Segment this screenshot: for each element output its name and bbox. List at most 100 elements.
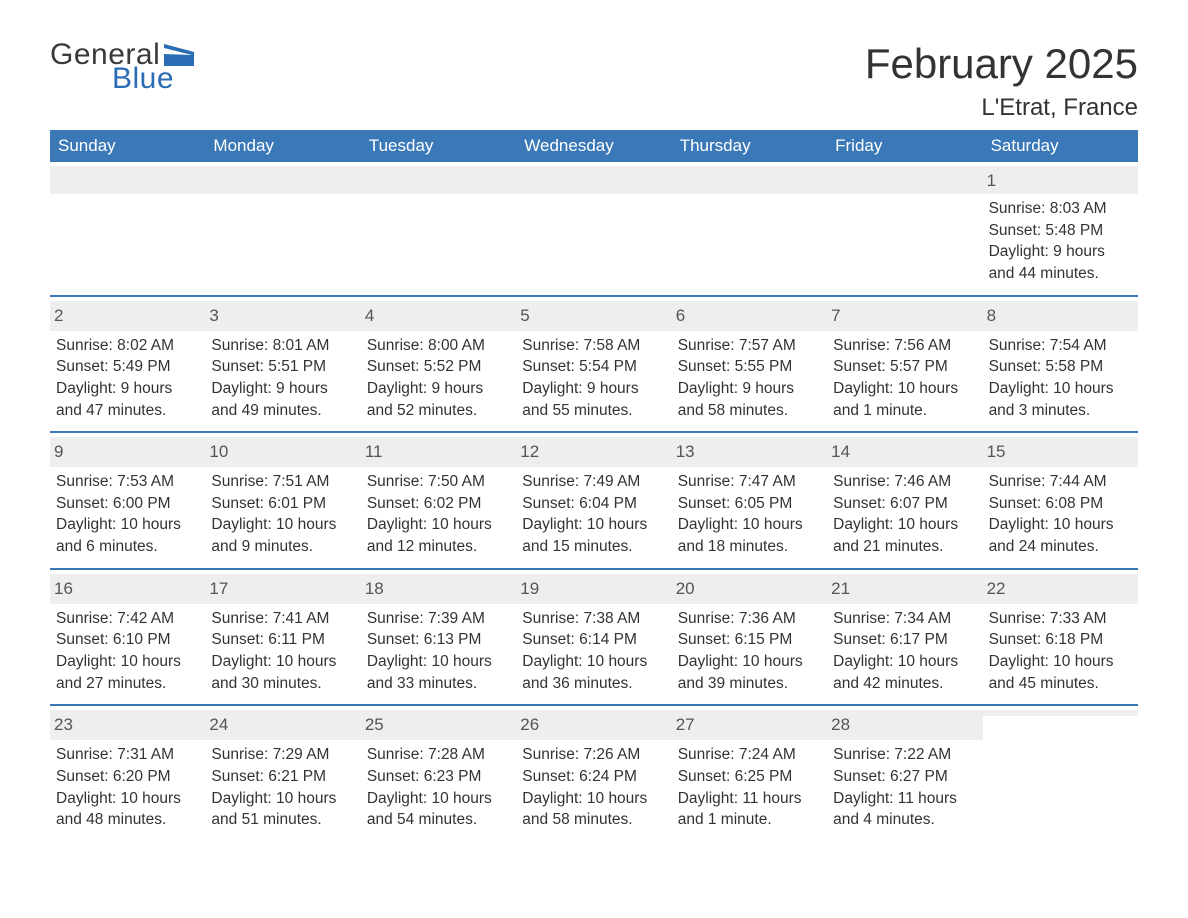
sunset-text: Sunset: 6:02 PM [367, 493, 510, 515]
logo: General Blue [50, 40, 194, 94]
daylight-text: Daylight: 10 hours and 12 minutes. [367, 514, 510, 557]
sunrise-text: Sunrise: 7:41 AM [211, 608, 354, 630]
sunrise-text: Sunrise: 7:44 AM [989, 471, 1132, 493]
day-number: 17 [205, 574, 360, 604]
day-cell [361, 162, 516, 295]
day-number [516, 166, 671, 194]
sunrise-text: Sunrise: 7:36 AM [678, 608, 821, 630]
sunrise-text: Sunrise: 7:54 AM [989, 335, 1132, 357]
day-number: 15 [983, 437, 1138, 467]
daylight-text: Daylight: 10 hours and 42 minutes. [833, 651, 976, 694]
day-cell: 10Sunrise: 7:51 AMSunset: 6:01 PMDayligh… [205, 433, 360, 568]
day-number [672, 166, 827, 194]
sunset-text: Sunset: 6:07 PM [833, 493, 976, 515]
day-info: Sunrise: 7:58 AMSunset: 5:54 PMDaylight:… [522, 335, 665, 422]
sunset-text: Sunset: 6:08 PM [989, 493, 1132, 515]
daylight-text: Daylight: 11 hours and 4 minutes. [833, 788, 976, 831]
daylight-text: Daylight: 10 hours and 1 minute. [833, 378, 976, 421]
sunrise-text: Sunrise: 7:42 AM [56, 608, 199, 630]
day-number: 3 [205, 301, 360, 331]
day-cell: 1Sunrise: 8:03 AMSunset: 5:48 PMDaylight… [983, 162, 1138, 295]
sunrise-text: Sunrise: 7:38 AM [522, 608, 665, 630]
sunset-text: Sunset: 6:15 PM [678, 629, 821, 651]
day-number [983, 710, 1138, 716]
header: General Blue February 2025 L'Etrat, Fran… [50, 40, 1138, 122]
day-cell: 14 Sunrise: 7:46 AMSunset: 6:07 PMDayligh… [827, 433, 982, 568]
sunrise-text: Sunrise: 8:02 AM [56, 335, 199, 357]
day-number: 19 [516, 574, 671, 604]
weekday-header: Thursday [672, 130, 827, 162]
sunrise-text: Sunrise: 7:51 AM [211, 471, 354, 493]
sunset-text: Sunset: 5:51 PM [211, 356, 354, 378]
day-number [361, 166, 516, 194]
sunrise-text: Sunrise: 7:57 AM [678, 335, 821, 357]
day-number: 27 [672, 710, 827, 740]
day-cell: 5 Sunrise: 7:58 AMSunset: 5:54 PMDaylight… [516, 297, 671, 432]
sunrise-text: Sunrise: 7:56 AM [833, 335, 976, 357]
daylight-text: Daylight: 10 hours and 6 minutes. [56, 514, 199, 557]
sunrise-text: Sunrise: 7:39 AM [367, 608, 510, 630]
week-row: 1Sunrise: 8:03 AMSunset: 5:48 PMDaylight… [50, 162, 1138, 295]
sunset-text: Sunset: 6:00 PM [56, 493, 199, 515]
day-info: Sunrise: 7:22 AMSunset: 6:27 PMDaylight:… [833, 744, 976, 831]
sunrise-text: Sunrise: 7:50 AM [367, 471, 510, 493]
day-number: 5 [516, 301, 671, 331]
daylight-text: Daylight: 10 hours and 9 minutes. [211, 514, 354, 557]
sunrise-text: Sunrise: 7:29 AM [211, 744, 354, 766]
sunset-text: Sunset: 5:49 PM [56, 356, 199, 378]
day-number: 23 [50, 710, 205, 740]
daylight-text: Daylight: 9 hours and 58 minutes. [678, 378, 821, 421]
day-cell: 9Sunrise: 7:53 AMSunset: 6:00 PMDaylight… [50, 433, 205, 568]
week-row: 23Sunrise: 7:31 AMSunset: 6:20 PMDayligh… [50, 704, 1138, 841]
sunrise-text: Sunrise: 8:01 AM [211, 335, 354, 357]
daylight-text: Daylight: 10 hours and 51 minutes. [211, 788, 354, 831]
day-cell [50, 162, 205, 295]
day-info: Sunrise: 7:50 AMSunset: 6:02 PMDaylight:… [367, 471, 510, 558]
day-info: Sunrise: 7:39 AMSunset: 6:13 PMDaylight:… [367, 608, 510, 695]
day-cell: 4Sunrise: 8:00 AMSunset: 5:52 PMDaylight… [361, 297, 516, 432]
sunrise-text: Sunrise: 8:03 AM [989, 198, 1132, 220]
day-cell: 21Sunrise: 7:34 AMSunset: 6:17 PMDayligh… [827, 570, 982, 705]
sunset-text: Sunset: 6:23 PM [367, 766, 510, 788]
sunset-text: Sunset: 5:57 PM [833, 356, 976, 378]
daylight-text: Daylight: 11 hours and 1 minute. [678, 788, 821, 831]
day-cell: 8Sunrise: 7:54 AMSunset: 5:58 PMDaylight… [983, 297, 1138, 432]
sunset-text: Sunset: 6:27 PM [833, 766, 976, 788]
day-info: Sunrise: 8:02 AMSunset: 5:49 PMDaylight:… [56, 335, 199, 422]
sunset-text: Sunset: 6:10 PM [56, 629, 199, 651]
weekday-header: Wednesday [516, 130, 671, 162]
day-info: Sunrise: 7:29 AMSunset: 6:21 PMDaylight:… [211, 744, 354, 831]
day-number [50, 166, 205, 194]
daylight-text: Daylight: 10 hours and 39 minutes. [678, 651, 821, 694]
sunset-text: Sunset: 5:54 PM [522, 356, 665, 378]
sunset-text: Sunset: 5:55 PM [678, 356, 821, 378]
day-number: 22 [983, 574, 1138, 604]
sunset-text: Sunset: 6:11 PM [211, 629, 354, 651]
day-info: Sunrise: 7:42 AMSunset: 6:10 PMDaylight:… [56, 608, 199, 695]
day-number: 14 [827, 437, 982, 467]
day-number [205, 166, 360, 194]
day-cell [983, 706, 1138, 841]
daylight-text: Daylight: 10 hours and 18 minutes. [678, 514, 821, 557]
day-cell: 17Sunrise: 7:41 AMSunset: 6:11 PMDayligh… [205, 570, 360, 705]
day-cell: 2 Sunrise: 8:02 AMSunset: 5:49 PMDaylight… [50, 297, 205, 432]
day-number: 11 [361, 437, 516, 467]
day-info: Sunrise: 7:46 AMSunset: 6:07 PMDaylight:… [833, 471, 976, 558]
daylight-text: Daylight: 10 hours and 21 minutes. [833, 514, 976, 557]
day-info: Sunrise: 7:56 AMSunset: 5:57 PMDaylight:… [833, 335, 976, 422]
day-number: 4 [361, 301, 516, 331]
day-info: Sunrise: 7:34 AMSunset: 6:17 PMDaylight:… [833, 608, 976, 695]
weekday-header-row: SundayMondayTuesdayWednesdayThursdayFrid… [50, 130, 1138, 162]
day-number: 6 [672, 301, 827, 331]
weekday-header: Tuesday [361, 130, 516, 162]
day-info: Sunrise: 7:33 AMSunset: 6:18 PMDaylight:… [989, 608, 1132, 695]
sunrise-text: Sunrise: 7:28 AM [367, 744, 510, 766]
day-info: Sunrise: 7:44 AMSunset: 6:08 PMDaylight:… [989, 471, 1132, 558]
sunrise-text: Sunrise: 7:34 AM [833, 608, 976, 630]
sunset-text: Sunset: 6:13 PM [367, 629, 510, 651]
month-title: February 2025 [865, 40, 1138, 88]
day-cell: 18Sunrise: 7:39 AMSunset: 6:13 PMDayligh… [361, 570, 516, 705]
day-number: 2 [50, 301, 205, 331]
day-cell: 7Sunrise: 7:56 AMSunset: 5:57 PMDaylight… [827, 297, 982, 432]
day-number: 12 [516, 437, 671, 467]
